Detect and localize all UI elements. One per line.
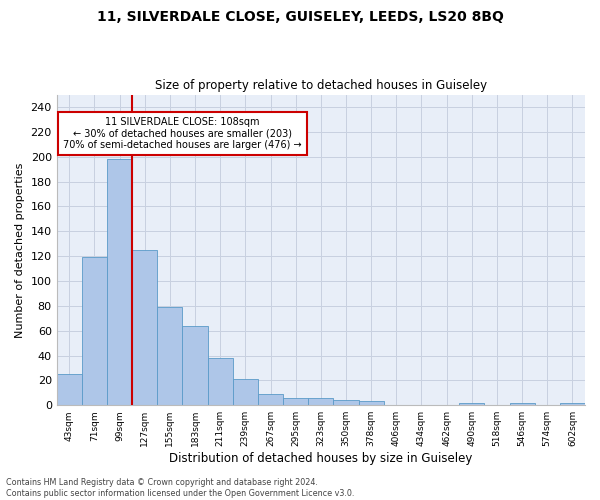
Bar	[107, 159, 132, 405]
Y-axis label: Number of detached properties: Number of detached properties	[15, 162, 25, 338]
Bar	[82, 258, 107, 405]
Bar	[359, 402, 384, 405]
Bar	[56, 374, 82, 405]
Text: 11 SILVERDALE CLOSE: 108sqm
← 30% of detached houses are smaller (203)
70% of se: 11 SILVERDALE CLOSE: 108sqm ← 30% of det…	[63, 117, 302, 150]
Bar	[560, 402, 585, 405]
Text: Contains HM Land Registry data © Crown copyright and database right 2024.
Contai: Contains HM Land Registry data © Crown c…	[6, 478, 355, 498]
Bar	[283, 398, 308, 405]
Bar	[208, 358, 233, 405]
Title: Size of property relative to detached houses in Guiseley: Size of property relative to detached ho…	[155, 79, 487, 92]
X-axis label: Distribution of detached houses by size in Guiseley: Distribution of detached houses by size …	[169, 452, 473, 465]
Bar	[132, 250, 157, 405]
Bar	[308, 398, 334, 405]
Bar	[334, 400, 359, 405]
Bar	[233, 379, 258, 405]
Bar	[182, 326, 208, 405]
Bar	[258, 394, 283, 405]
Bar	[509, 402, 535, 405]
Bar	[459, 402, 484, 405]
Bar	[157, 307, 182, 405]
Text: 11, SILVERDALE CLOSE, GUISELEY, LEEDS, LS20 8BQ: 11, SILVERDALE CLOSE, GUISELEY, LEEDS, L…	[97, 10, 503, 24]
